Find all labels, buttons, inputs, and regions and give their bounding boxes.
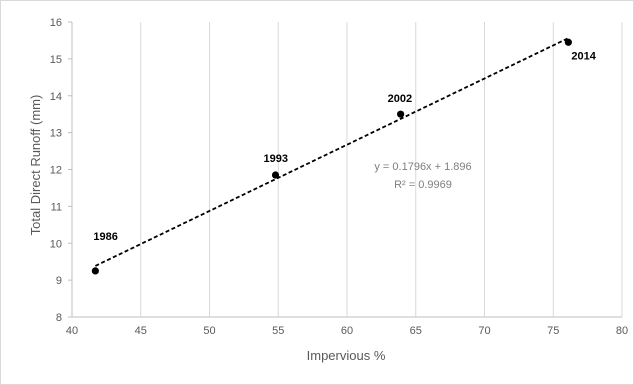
y-tick-label: 15	[50, 54, 62, 66]
y-tick-label: 13	[50, 128, 62, 140]
y-tick-label: 10	[50, 238, 62, 250]
x-tick-label: 75	[547, 325, 559, 337]
trendline-r-squared: R² = 0.9969	[394, 179, 452, 191]
x-tick-label: 65	[410, 325, 422, 337]
x-tick-label: 80	[616, 325, 628, 337]
y-tick-label: 11	[51, 201, 62, 213]
y-tick-label: 12	[50, 165, 62, 177]
trendline	[95, 38, 568, 266]
x-tick-label: 70	[478, 325, 490, 337]
data-point	[565, 39, 572, 46]
tick-layer: 40 45 50 55 60 65 70 75 80 8 9 10 11 12 13 14 15 16	[50, 17, 628, 337]
point-label: 2002	[388, 93, 412, 105]
y-tick-label: 14	[50, 91, 62, 103]
x-tick-label: 40	[66, 325, 78, 337]
point-label: 1993	[264, 153, 288, 165]
x-tick-label: 55	[272, 325, 284, 337]
data-point	[92, 267, 99, 274]
x-tick-label: 50	[203, 325, 215, 337]
x-tick-label: 45	[135, 325, 147, 337]
point-label: 2014	[571, 50, 596, 62]
data-point	[397, 111, 404, 118]
x-axis-title: Impervious %	[307, 348, 386, 363]
x-tick-label: 60	[341, 325, 353, 337]
trendline-equation: y = 0.1796x + 1.896	[374, 161, 471, 173]
y-tick-label: 16	[50, 17, 62, 29]
point-label: 1986	[93, 231, 117, 243]
point-layer	[92, 39, 572, 275]
data-point	[272, 171, 279, 178]
y-tick-label: 9	[56, 275, 62, 287]
y-tick-label: 8	[56, 312, 62, 324]
y-axis-title: Total Direct Runoff (mm)	[28, 95, 43, 236]
trendline-layer	[95, 38, 568, 266]
